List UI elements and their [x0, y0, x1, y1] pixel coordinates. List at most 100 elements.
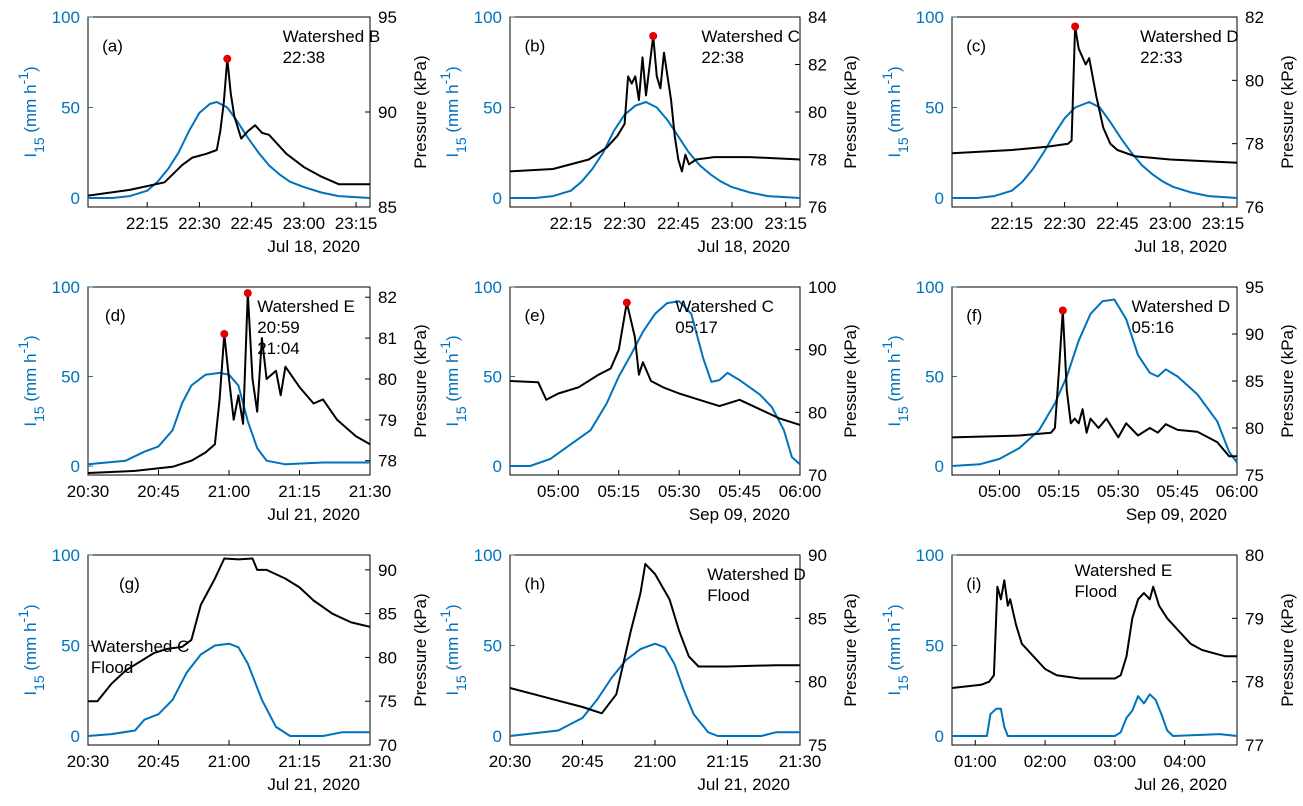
x-tick-label: 22:30	[1043, 214, 1086, 233]
x-tick-label: 20:30	[489, 752, 532, 771]
panel-label: (c)	[966, 37, 986, 56]
x-tick-label: 23:15	[764, 214, 807, 233]
y-axis-label-part: I	[885, 153, 904, 158]
peak-marker	[1058, 306, 1067, 315]
x-tick-label: 02:00	[1024, 752, 1067, 771]
y-tick-label: 0	[71, 727, 80, 746]
x-tick-label: 23:15	[1202, 214, 1245, 233]
y2-tick-label: 82	[808, 56, 827, 75]
y-tick-label: 50	[483, 636, 502, 655]
x-tick-label: 21:15	[706, 752, 749, 771]
y-axis-label-part: (mm h	[885, 84, 904, 137]
y-axis-label-part: -1	[879, 72, 895, 85]
y-axis-label-part: 15	[453, 137, 469, 153]
data-line	[87, 642, 370, 737]
annotation: Flood	[1075, 582, 1118, 601]
annotation: Watershed D	[707, 565, 806, 584]
annotation: Flood	[91, 658, 134, 677]
y-axis-label-part: )	[21, 604, 40, 610]
x-tick-label: 22:45	[657, 214, 700, 233]
y-axis-label-part: 15	[453, 675, 469, 691]
x-tick-label: 21:30	[349, 482, 392, 501]
y2-axis-label: Pressure (kPa)	[1278, 593, 1297, 706]
y-tick-label: 50	[925, 368, 944, 387]
data-line	[509, 35, 801, 173]
y-axis-label-part: I	[443, 153, 462, 158]
y2-tick-label: 90	[378, 561, 397, 580]
y-axis-label-part: -1	[15, 72, 31, 85]
y-tick-label: 0	[71, 189, 80, 208]
x-tick-label: 05:45	[1156, 482, 1199, 501]
x-tick-label: 05:00	[537, 482, 580, 501]
y-tick-label: 100	[916, 278, 944, 297]
panel-label: (e)	[525, 306, 546, 325]
y-axis-label-part: I	[21, 422, 40, 427]
data-line	[510, 300, 801, 467]
x-tick-label: 20:45	[561, 752, 604, 771]
peak-marker	[622, 298, 631, 307]
y-axis-label-part: -1	[15, 610, 31, 623]
x-tick-label: 22:15	[991, 214, 1034, 233]
y2-tick-label: 76	[808, 198, 827, 217]
y2-axis-label: Pressure (kPa)	[1278, 55, 1297, 168]
panel: 20:30 20:45 21:00 21:15 21:30 0 50 100 75 80 85 90 J…	[437, 546, 860, 794]
x-tick-label: 23:15	[335, 214, 378, 233]
annotation: 20:59	[257, 318, 300, 337]
x-tick-label: 05:15	[1038, 482, 1081, 501]
y-tick-label: 100	[474, 278, 502, 297]
data-line	[87, 371, 370, 466]
y2-tick-label: 82	[378, 288, 397, 307]
x-tick-label: 05:30	[658, 482, 701, 501]
y2-tick-label: 78	[808, 151, 827, 170]
x-tick-label: 06:00	[779, 482, 822, 501]
y-tick-label: 100	[52, 546, 80, 565]
y-axis-label-part: )	[885, 604, 904, 610]
y-axis-label: I15 (mm h-1)	[879, 604, 911, 695]
annotation: 05:16	[1132, 318, 1175, 337]
x-axis-label: Sep 09, 2020	[1126, 505, 1227, 524]
x-tick-label: 23:00	[1149, 214, 1192, 233]
x-tick-label: 21:15	[278, 482, 321, 501]
y2-tick-label: 85	[378, 198, 397, 217]
x-tick-label: 04:00	[1163, 752, 1206, 771]
annotation: Watershed E	[1075, 561, 1173, 580]
data-line	[509, 301, 801, 426]
peak-marker	[649, 32, 658, 40]
y-axis-label-part: I	[21, 691, 40, 696]
y-axis-label-part: )	[21, 335, 40, 341]
y-axis-label-part: 15	[31, 137, 47, 153]
y-axis-label-part: 15	[31, 406, 47, 422]
y-tick-label: 100	[474, 8, 502, 27]
y2-tick-label: 90	[1245, 325, 1264, 344]
y-axis-label-part: 15	[895, 406, 911, 422]
panel-label: (d)	[105, 306, 126, 325]
y-axis-label-part: (mm h	[443, 84, 462, 137]
y2-tick-label: 85	[808, 609, 827, 628]
x-tick-label: 21:15	[278, 752, 321, 771]
y-axis-label: I15 (mm h-1)	[15, 335, 47, 426]
data-line	[88, 557, 371, 703]
y-tick-label: 100	[916, 546, 944, 565]
x-tick-label: 21:00	[208, 752, 251, 771]
y2-tick-label: 76	[1245, 198, 1264, 217]
y-axis-label: I15 (mm h-1)	[437, 335, 469, 426]
y-tick-label: 0	[493, 457, 502, 476]
y-tick-label: 50	[925, 636, 944, 655]
data-line	[951, 309, 1237, 458]
y2-axis-label: Pressure (kPa)	[841, 55, 860, 168]
x-tick-label: 20:30	[67, 482, 110, 501]
y2-tick-label: 80	[808, 403, 827, 422]
y2-axis-label: Pressure (kPa)	[841, 324, 860, 437]
x-tick-label: 20:30	[67, 752, 110, 771]
y-axis-label: I15 (mm h-1)	[437, 604, 469, 695]
y2-tick-label: 70	[808, 466, 827, 485]
annotation: Watershed C	[701, 27, 800, 46]
y-tick-label: 0	[71, 457, 80, 476]
y-axis-label-part: 15	[31, 675, 47, 691]
x-tick-label: 05:30	[1097, 482, 1140, 501]
annotation: Watershed C	[675, 297, 774, 316]
panel-label: (h)	[525, 575, 546, 594]
y-tick-label: 50	[61, 636, 80, 655]
x-axis-label: Jul 18, 2020	[1134, 237, 1227, 256]
annotation: Watershed B	[283, 27, 381, 46]
